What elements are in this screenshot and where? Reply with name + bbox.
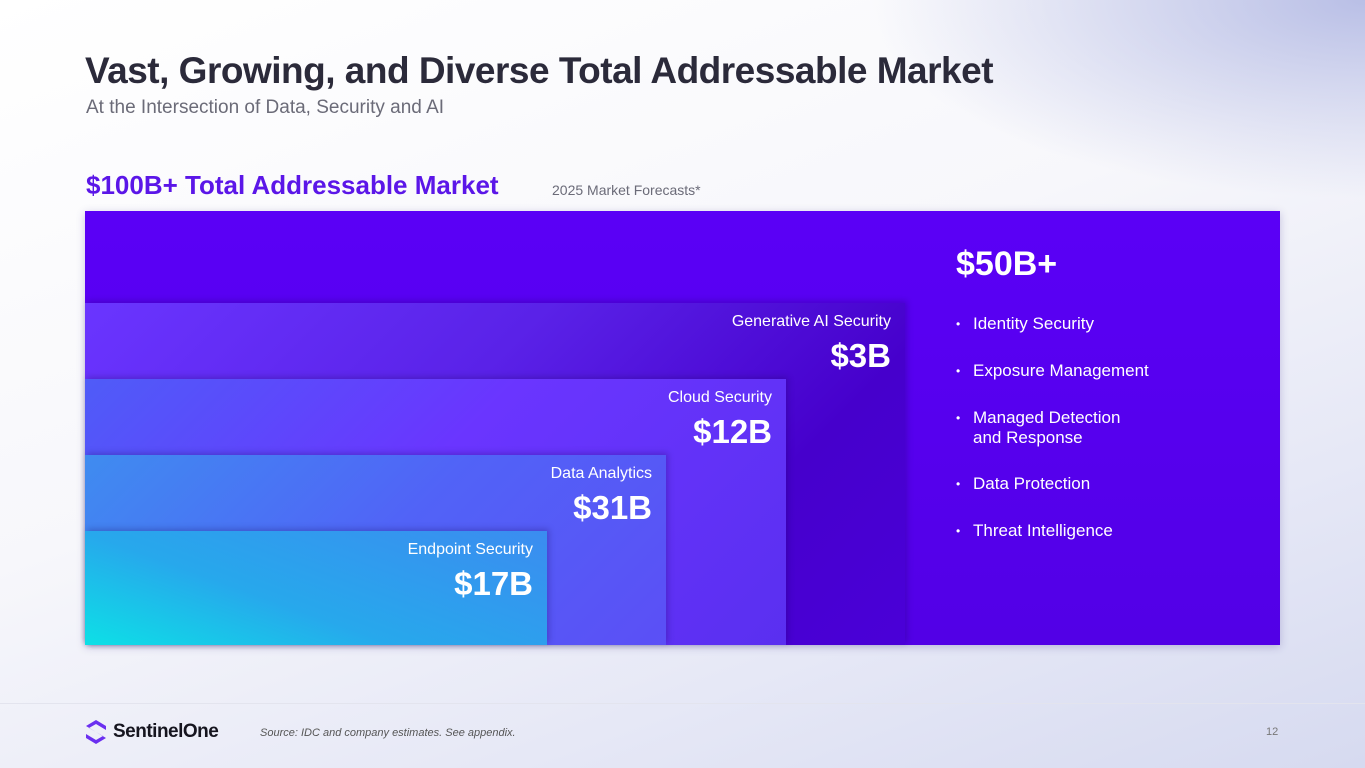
segment-value: $3B [830, 337, 891, 374]
other-value: $50B+ [956, 245, 1058, 283]
segment-value: $31B [573, 489, 652, 526]
segment-label: Endpoint Security [407, 541, 533, 558]
list-item: Data Protection [956, 474, 1149, 494]
list-item: Threat Intelligence [956, 521, 1149, 541]
page-title: Vast, Growing, and Diverse Total Address… [85, 50, 994, 91]
segment-label: Data Analytics [550, 465, 652, 482]
logo-text: SentinelOne [113, 721, 219, 742]
list-item-text: Managed Detection and Response [973, 408, 1121, 447]
list-item: Exposure Management [956, 361, 1149, 381]
list-item: Managed Detection and Response [956, 408, 1149, 448]
page-subtitle: At the Intersection of Data, Security an… [86, 97, 445, 118]
list-item: Identity Security [956, 314, 1149, 334]
page-number: 12 [1266, 726, 1279, 738]
segment-endpoint-security: Endpoint Security $17B [85, 531, 547, 645]
forecast-note: 2025 Market Forecasts* [552, 182, 701, 198]
footer-divider [0, 703, 1365, 704]
sentinelone-logo: SentinelOne [85, 719, 219, 745]
sentinelone-logo-icon [86, 720, 106, 744]
segment-label: Generative AI Security [731, 313, 891, 330]
segment-value: $17B [454, 565, 533, 602]
background-glow [865, 0, 1365, 200]
segment-value: $12B [693, 413, 772, 450]
other-list: Identity Security Exposure Management Ma… [956, 314, 1149, 568]
source-note: Source: IDC and company estimates. See a… [260, 727, 516, 739]
tam-heading: $100B+ Total Addressable Market [86, 170, 499, 200]
segment-label: Cloud Security [667, 389, 772, 406]
